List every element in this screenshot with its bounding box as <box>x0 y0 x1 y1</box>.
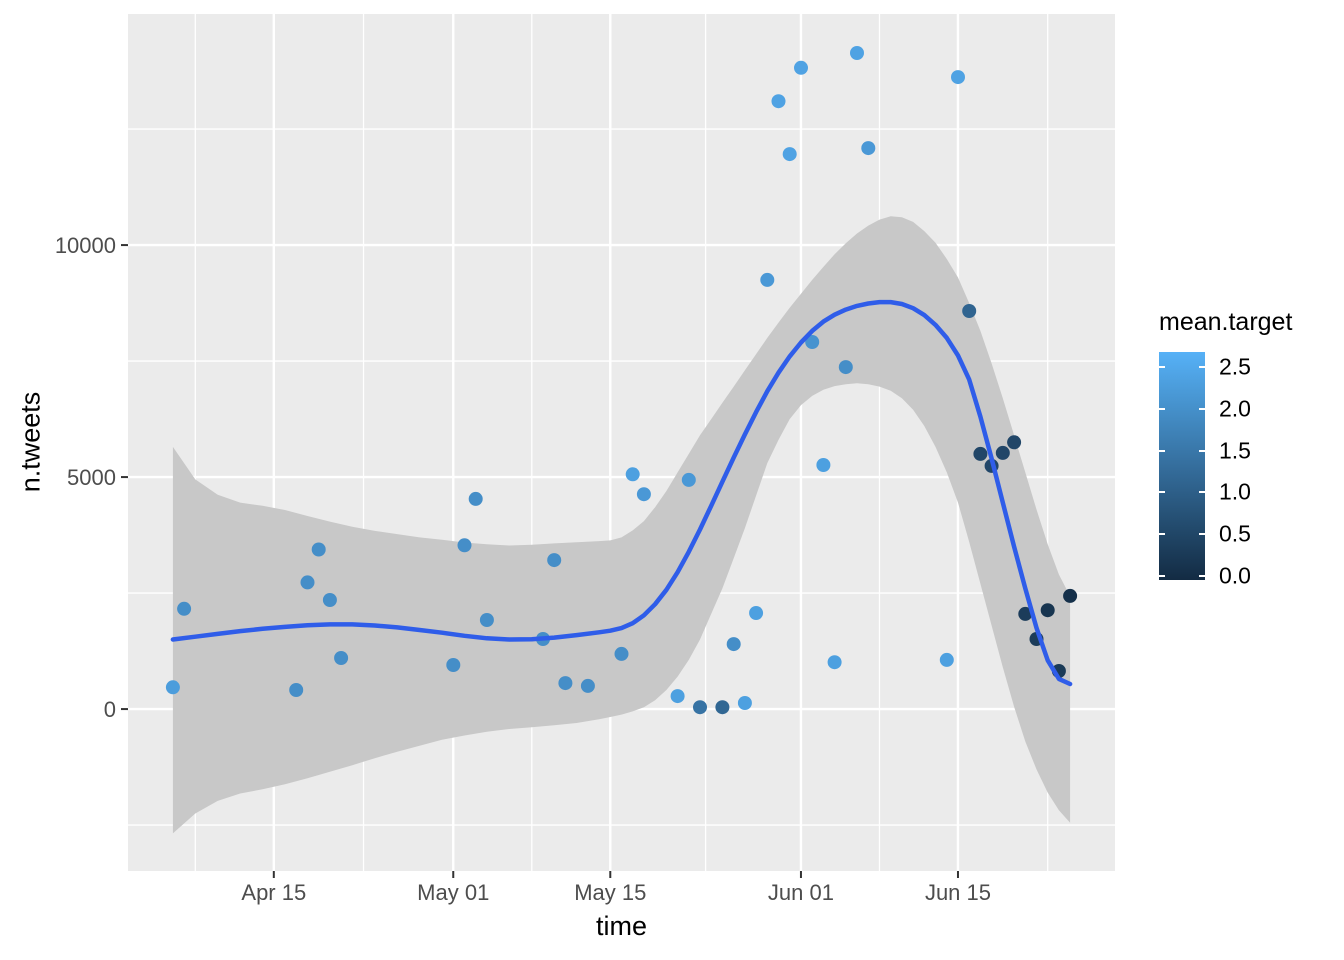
legend-tick-mark <box>1199 407 1205 410</box>
data-point <box>311 542 326 557</box>
x-axis-tick-label: Jun 01 <box>768 880 834 905</box>
data-point <box>670 689 685 704</box>
y-axis-title: n.tweets <box>15 391 46 493</box>
legend-tick-mark <box>1199 491 1205 494</box>
legend-tick-label: 0.5 <box>1219 520 1251 547</box>
legend-tick-label: 1.0 <box>1219 478 1251 505</box>
data-point <box>838 360 853 375</box>
data-point <box>625 467 640 482</box>
data-point <box>558 676 573 691</box>
legend-tick-label: 2.5 <box>1219 353 1251 380</box>
x-axis-tick-label: May 15 <box>574 880 646 905</box>
data-point <box>636 487 651 502</box>
x-axis-title: time <box>595 911 647 941</box>
legend-tick-mark <box>1199 366 1205 369</box>
data-point <box>334 651 349 665</box>
data-point <box>782 147 797 162</box>
x-axis-tick-label: Apr 15 <box>241 880 306 905</box>
y-axis-tick-label: 5000 <box>67 465 116 490</box>
legend-tick-label: 1.5 <box>1219 437 1251 464</box>
data-point <box>715 700 730 715</box>
data-point <box>300 575 315 590</box>
data-point <box>580 678 595 693</box>
data-point <box>289 683 304 697</box>
legend-tick-mark <box>1159 407 1165 410</box>
legend-tick-mark <box>1159 491 1165 494</box>
legend-tick-mark <box>1159 574 1165 577</box>
data-point <box>479 613 494 627</box>
data-point <box>816 458 831 472</box>
data-point <box>939 652 954 667</box>
data-point <box>547 553 562 568</box>
legend: mean.target 2.5 2.0 1.5 1.0 0.5 0.0 <box>1159 308 1293 588</box>
data-point <box>1018 606 1033 621</box>
data-point <box>861 141 876 156</box>
legend-gradient-bar <box>1159 352 1205 580</box>
data-point <box>165 680 180 695</box>
data-point <box>1007 435 1022 450</box>
data-point <box>322 593 337 607</box>
legend-gradient: 2.5 2.0 1.5 1.0 0.5 0.0 <box>1159 352 1251 588</box>
y-axis-tick-label: 0 <box>104 697 116 722</box>
x-axis-tick-label: May 01 <box>417 880 489 905</box>
legend-tick-mark <box>1199 533 1205 536</box>
data-point <box>446 658 461 672</box>
legend-tick-label: 0.0 <box>1219 562 1251 589</box>
legend-tick-label: 2.0 <box>1219 395 1251 422</box>
data-point <box>693 700 707 715</box>
data-point <box>749 606 764 620</box>
data-point <box>995 445 1010 460</box>
data-point <box>951 70 965 85</box>
data-point <box>614 646 629 661</box>
data-point <box>827 655 842 670</box>
data-point <box>962 304 977 318</box>
data-point <box>177 601 192 616</box>
data-point <box>737 696 752 710</box>
data-point <box>850 46 864 60</box>
x-axis-tick-label: Jun 15 <box>925 880 991 905</box>
legend-tick-mark <box>1159 366 1165 369</box>
data-point <box>457 538 472 553</box>
data-point <box>794 60 808 75</box>
data-point <box>973 446 988 461</box>
data-point <box>681 472 696 487</box>
data-point <box>1040 603 1055 618</box>
data-point <box>468 491 483 506</box>
data-point <box>760 272 775 287</box>
legend-title: mean.target <box>1159 308 1293 336</box>
data-point <box>805 335 820 349</box>
data-point <box>726 637 741 652</box>
y-axis-tick-label: 10000 <box>55 233 116 258</box>
legend-tick-mark <box>1199 574 1205 577</box>
data-point <box>1063 588 1078 603</box>
legend-tick-mark <box>1199 449 1205 452</box>
smooth-line <box>170 299 1073 687</box>
legend-tick-mark <box>1159 449 1165 452</box>
legend-tick-mark <box>1159 533 1165 536</box>
data-point <box>771 94 786 109</box>
